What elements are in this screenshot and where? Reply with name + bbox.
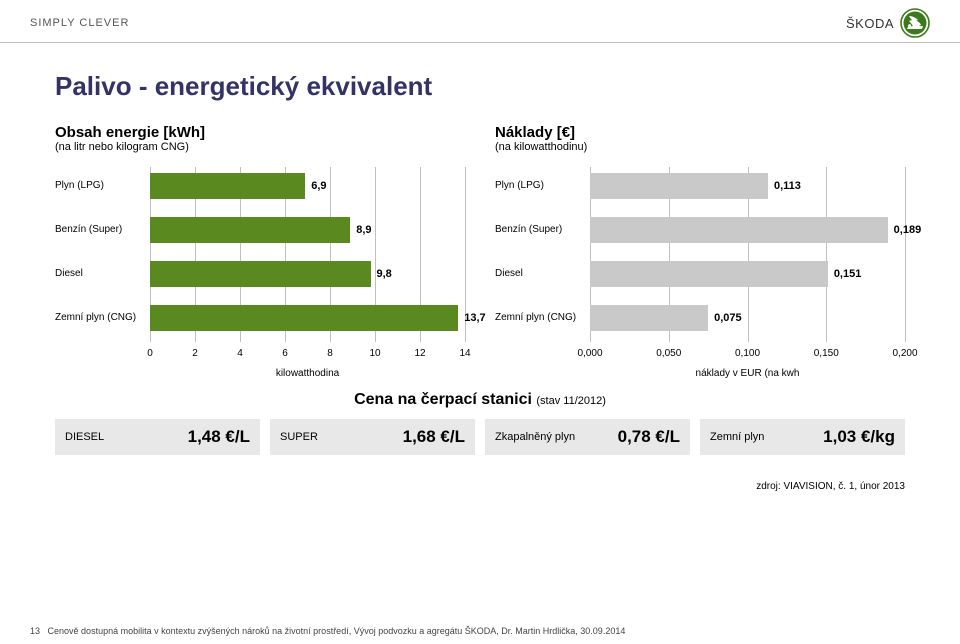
bar-value: 0,113 xyxy=(768,173,801,199)
bar-value: 6,9 xyxy=(305,173,326,199)
right-chart-subtitle: (na kilowatthodinu) xyxy=(495,141,905,153)
bar xyxy=(150,261,371,287)
xtick: 0,000 xyxy=(577,348,602,359)
right-chart: Náklady [€] (na kilowatthodinu) Plyn (LP… xyxy=(495,124,905,377)
left-chart-plot: Plyn (LPG)6,9Benzín (Super)8,9Diesel9,8Z… xyxy=(55,167,465,377)
price-box: SUPER 1,68 €/L xyxy=(270,419,475,455)
bar xyxy=(150,305,458,331)
prices-title-main: Cena na čerpací stanici xyxy=(354,391,532,408)
right-chart-title: Náklady [€] xyxy=(495,124,905,141)
bar xyxy=(590,217,888,243)
bar-label: Zemní plyn (CNG) xyxy=(55,305,150,331)
left-chart-subtitle: (na litr nebo kilogram CNG) xyxy=(55,141,465,153)
skoda-logo-icon xyxy=(900,8,930,38)
bar xyxy=(590,173,768,199)
brand: ŠKODA xyxy=(846,8,930,38)
price-value: 0,78 €/L xyxy=(618,427,680,447)
price-box: Zemní plyn 1,03 €/kg xyxy=(700,419,905,455)
bar-value: 0,151 xyxy=(828,261,862,287)
left-chart-xlabel: kilowatthodina xyxy=(150,368,465,379)
xtick: 2 xyxy=(192,348,198,359)
bar-value: 13,7 xyxy=(458,305,485,331)
right-chart-plot: Plyn (LPG)0,113Benzín (Super)0,189Diesel… xyxy=(495,167,905,377)
price-label: Zemní plyn xyxy=(710,431,764,443)
xtick: 12 xyxy=(414,348,425,359)
bar-row: Benzín (Super)8,9 xyxy=(150,217,465,243)
source-text: zdroj: VIAVISION, č. 1, únor 2013 xyxy=(0,455,960,492)
xtick: 10 xyxy=(369,348,380,359)
xtick: 0,200 xyxy=(892,348,917,359)
bar-label: Benzín (Super) xyxy=(495,217,590,243)
xtick: 4 xyxy=(237,348,243,359)
tagline: SIMPLY CLEVER xyxy=(30,17,129,29)
header: SIMPLY CLEVER ŠKODA xyxy=(0,0,960,43)
bar xyxy=(150,173,305,199)
bar-label: Plyn (LPG) xyxy=(55,173,150,199)
left-chart-title: Obsah energie [kWh] xyxy=(55,124,465,141)
prices-title: Cena na čerpací stanici (stav 11/2012) xyxy=(0,391,960,409)
xtick: 0,050 xyxy=(656,348,681,359)
price-value: 1,48 €/L xyxy=(188,427,250,447)
bar-row: Diesel0,151 xyxy=(590,261,905,287)
left-chart: Obsah energie [kWh] (na litr nebo kilogr… xyxy=(55,124,465,377)
brand-text: ŠKODA xyxy=(846,16,894,31)
price-box: DIESEL 1,48 €/L xyxy=(55,419,260,455)
page-number: 13 xyxy=(30,626,40,636)
xtick: 14 xyxy=(459,348,470,359)
gridline xyxy=(905,167,906,342)
price-row: DIESEL 1,48 €/L SUPER 1,68 €/L Zkapalněný pl… xyxy=(0,419,960,455)
bar-row: Plyn (LPG)6,9 xyxy=(150,173,465,199)
bar-row: Diesel9,8 xyxy=(150,261,465,287)
bar-label: Zemní plyn (CNG) xyxy=(495,305,590,331)
bar xyxy=(590,305,708,331)
bar-value: 0,189 xyxy=(888,217,922,243)
prices-title-sub: (stav 11/2012) xyxy=(536,395,606,407)
bar xyxy=(150,217,350,243)
price-label: Zkapalněný plyn xyxy=(495,431,575,443)
bar-value: 9,8 xyxy=(371,261,392,287)
footer-text: Cenově dostupná mobilita v kontextu zvýš… xyxy=(48,626,626,636)
xtick: 8 xyxy=(327,348,333,359)
xtick: 0,100 xyxy=(735,348,760,359)
bar xyxy=(590,261,828,287)
bar-row: Benzín (Super)0,189 xyxy=(590,217,905,243)
xtick: 0 xyxy=(147,348,153,359)
price-box: Zkapalněný plyn 0,78 €/L xyxy=(485,419,690,455)
bar-row: Zemní plyn (CNG)0,075 xyxy=(590,305,905,331)
price-label: SUPER xyxy=(280,431,318,443)
bar-row: Zemní plyn (CNG)13,7 xyxy=(150,305,465,331)
xtick: 0,150 xyxy=(814,348,839,359)
price-value: 1,03 €/kg xyxy=(823,427,895,447)
bar-label: Diesel xyxy=(55,261,150,287)
charts-row: Obsah energie [kWh] (na litr nebo kilogr… xyxy=(0,124,960,377)
price-value: 1,68 €/L xyxy=(403,427,465,447)
right-chart-xlabel: náklady v EUR (na kwh xyxy=(590,368,905,379)
bar-label: Diesel xyxy=(495,261,590,287)
page-title: Palivo - energetický ekvivalent xyxy=(55,71,960,102)
bar-label: Benzín (Super) xyxy=(55,217,150,243)
bar-value: 8,9 xyxy=(350,217,371,243)
bar-value: 0,075 xyxy=(708,305,742,331)
footer: 13 Cenově dostupná mobilita v kontextu z… xyxy=(30,626,625,636)
xtick: 6 xyxy=(282,348,288,359)
bar-row: Plyn (LPG)0,113 xyxy=(590,173,905,199)
price-label: DIESEL xyxy=(65,431,104,443)
bar-label: Plyn (LPG) xyxy=(495,173,590,199)
